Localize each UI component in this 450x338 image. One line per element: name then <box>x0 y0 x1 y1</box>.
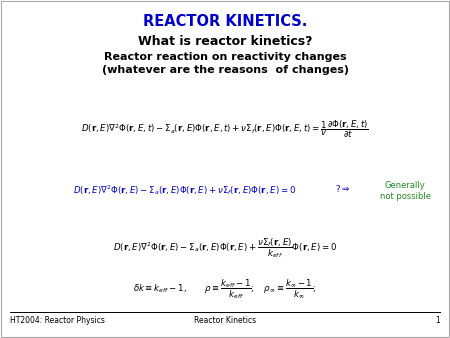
Text: $D(\mathbf{r},E)\nabla^2\Phi(\mathbf{r},E) - \Sigma_a(\mathbf{r},E)\Phi(\mathbf{: $D(\mathbf{r},E)\nabla^2\Phi(\mathbf{r},… <box>113 236 337 260</box>
Text: $?\Rightarrow$: $?\Rightarrow$ <box>335 183 350 194</box>
Text: HT2004: Reactor Physics: HT2004: Reactor Physics <box>10 316 105 325</box>
Text: Reactor Kinetics: Reactor Kinetics <box>194 316 256 325</box>
Text: Reactor reaction on reactivity changes
(whatever are the reasons  of changes): Reactor reaction on reactivity changes (… <box>102 52 348 75</box>
Text: 1: 1 <box>435 316 440 325</box>
Text: $D(\mathbf{r},E)\nabla^2\Phi(\mathbf{r},E) - \Sigma_a(\mathbf{r},E)\Phi(\mathbf{: $D(\mathbf{r},E)\nabla^2\Phi(\mathbf{r},… <box>73 183 297 197</box>
Text: $\delta k \equiv k_{eff} - 1, \qquad \rho \equiv \dfrac{k_{eff}-1}{k_{eff}}; \qu: $\delta k \equiv k_{eff} - 1, \qquad \rh… <box>133 277 317 301</box>
Text: $D(\mathbf{r},E)\nabla^2\Phi(\mathbf{r},E,t) - \Sigma_a(\mathbf{r},E)\Phi(\mathb: $D(\mathbf{r},E)\nabla^2\Phi(\mathbf{r},… <box>81 118 369 140</box>
Text: Generally
not possible: Generally not possible <box>379 181 431 201</box>
Text: What is reactor kinetics?: What is reactor kinetics? <box>138 35 312 48</box>
Text: REACTOR KINETICS.: REACTOR KINETICS. <box>143 14 307 29</box>
